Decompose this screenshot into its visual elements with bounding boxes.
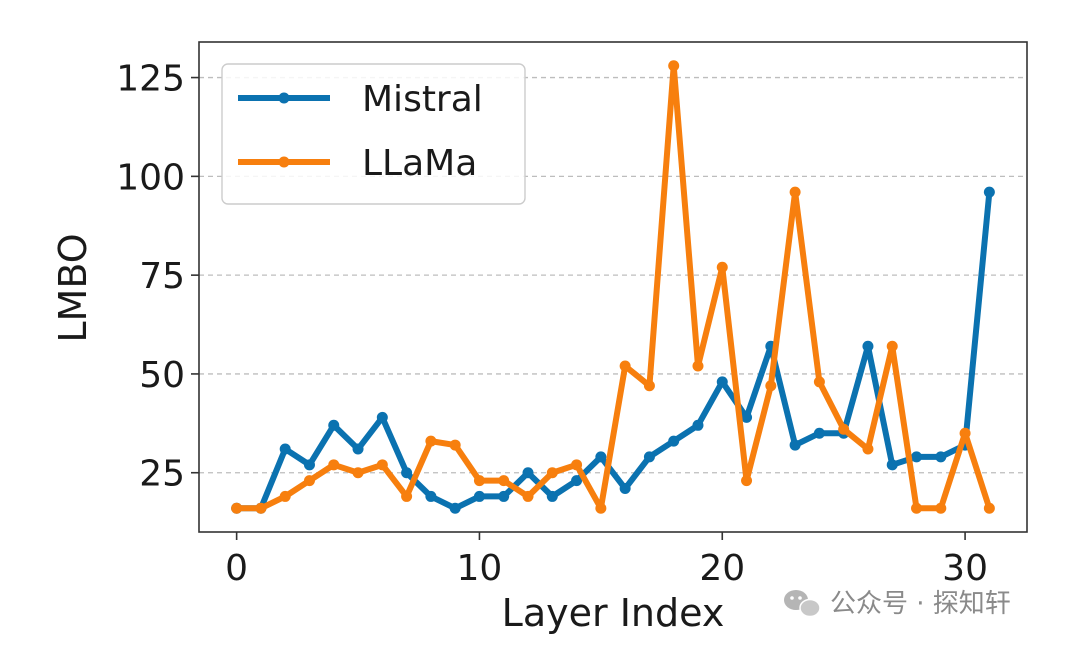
data-point-mistral — [741, 411, 753, 423]
data-point-llama — [716, 261, 728, 273]
data-point-mistral — [935, 451, 947, 463]
data-point-llama — [498, 475, 510, 487]
legend: Mistral LLaMa — [221, 63, 526, 205]
data-point-llama — [473, 475, 485, 487]
legend-label-llama: LLaMa — [362, 143, 477, 184]
data-point-llama — [401, 490, 413, 502]
data-point-mistral — [352, 443, 364, 455]
y-tick-label: 50 — [139, 355, 185, 396]
data-point-llama — [546, 467, 558, 479]
data-point-llama — [911, 502, 923, 514]
data-point-mistral — [862, 340, 874, 352]
y-tick-label: 100 — [116, 157, 185, 198]
data-point-mistral — [449, 502, 461, 514]
data-point-llama — [692, 360, 704, 372]
y-tick-label: 25 — [139, 454, 185, 495]
wechat-icon — [784, 590, 821, 618]
data-point-mistral — [473, 490, 485, 502]
data-point-llama — [668, 60, 680, 72]
data-point-mistral — [376, 411, 388, 423]
data-point-llama — [935, 502, 947, 514]
x-tick-label: 10 — [457, 548, 503, 589]
data-point-llama — [522, 490, 534, 502]
data-point-llama — [838, 423, 850, 435]
data-point-mistral — [789, 439, 801, 451]
data-point-llama — [595, 502, 607, 514]
data-point-llama — [741, 475, 753, 487]
legend-marker-mistral — [278, 92, 290, 104]
data-point-mistral — [911, 451, 923, 463]
data-point-llama — [571, 459, 583, 471]
data-point-llama — [886, 340, 898, 352]
data-point-mistral — [619, 483, 631, 495]
data-point-mistral — [303, 459, 315, 471]
data-point-mistral — [983, 186, 995, 198]
data-point-mistral — [522, 467, 534, 479]
x-axis-label: Layer Index — [502, 591, 725, 635]
series-layer — [231, 60, 995, 514]
data-point-llama — [255, 502, 267, 514]
data-point-llama — [449, 439, 461, 451]
y-tick-label: 75 — [139, 256, 185, 297]
data-point-llama — [303, 475, 315, 487]
data-point-mistral — [643, 451, 655, 463]
series-llama — [231, 60, 995, 514]
x-tick-label: 30 — [942, 548, 988, 589]
series-line-mistral — [233, 189, 993, 512]
legend-label-mistral: Mistral — [362, 79, 483, 120]
data-point-mistral — [279, 443, 291, 455]
series-mistral — [231, 186, 995, 514]
data-point-mistral — [328, 419, 340, 431]
data-point-mistral — [668, 435, 680, 447]
plot-frame — [198, 41, 1028, 533]
data-point-llama — [862, 443, 874, 455]
data-point-mistral — [401, 467, 413, 479]
data-point-llama — [765, 380, 777, 392]
data-point-mistral — [425, 490, 437, 502]
data-point-llama — [619, 360, 631, 372]
data-point-mistral — [571, 475, 583, 487]
data-point-llama — [328, 459, 340, 471]
data-point-mistral — [813, 427, 825, 439]
y-tick-label: 125 — [116, 59, 185, 100]
data-point-llama — [789, 186, 801, 198]
data-point-llama — [425, 435, 437, 447]
data-point-mistral — [498, 490, 510, 502]
data-point-llama — [643, 380, 655, 392]
data-point-llama — [376, 459, 388, 471]
x-tick-label: 20 — [699, 548, 745, 589]
data-point-llama — [352, 467, 364, 479]
data-point-mistral — [716, 376, 728, 388]
data-point-llama — [959, 427, 971, 439]
data-point-llama — [813, 376, 825, 388]
data-point-mistral — [595, 451, 607, 463]
data-point-llama — [231, 502, 243, 514]
data-point-mistral — [692, 419, 704, 431]
data-point-mistral — [886, 459, 898, 471]
y-axis-label: LMBO — [51, 233, 95, 342]
data-point-llama — [279, 490, 291, 502]
data-point-mistral — [546, 490, 558, 502]
watermark: 公众号 · 探知轩 — [784, 589, 1011, 619]
watermark-label: 公众号 · 探知轩 — [830, 589, 1011, 619]
legend-entry-mistral: Mistral — [238, 79, 483, 120]
x-tick-label: 0 — [225, 548, 248, 589]
legend-marker-llama — [278, 156, 290, 168]
axis-ticks: 25 50 75 100 125 0 10 20 30 — [116, 59, 988, 589]
legend-entry-llama: LLaMa — [238, 143, 477, 184]
data-point-llama — [983, 502, 995, 514]
